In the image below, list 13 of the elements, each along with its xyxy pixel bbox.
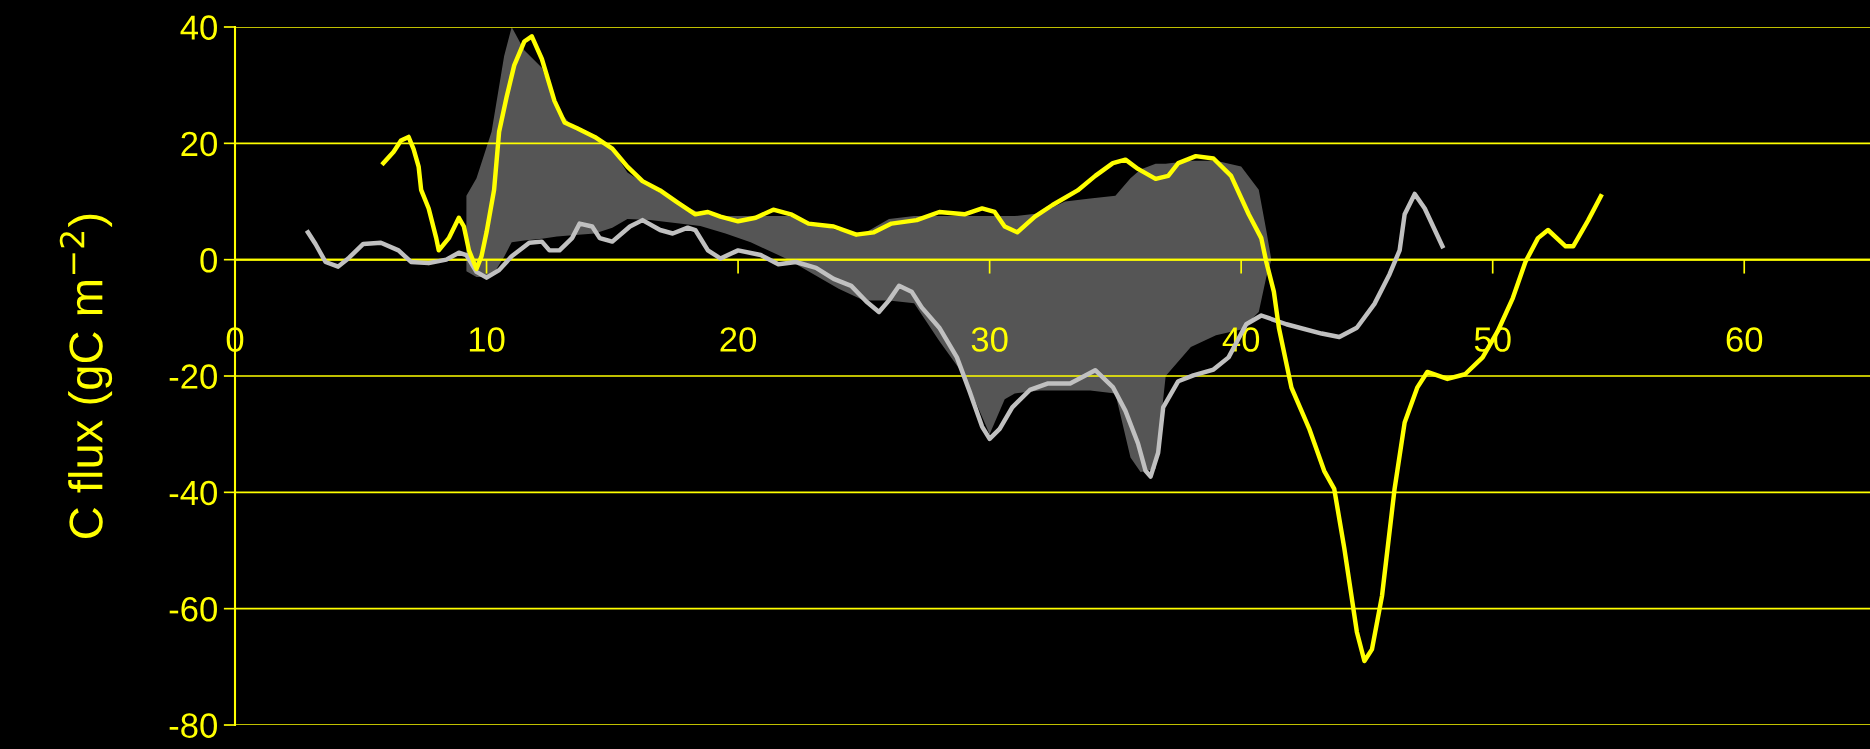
y-tick-label: -60 <box>169 597 217 622</box>
y-tick-label: -80 <box>169 713 217 738</box>
x-tick-label: 20 <box>720 327 757 352</box>
y-tick-label: 0 <box>200 248 217 273</box>
x-tick-label: 60 <box>1726 327 1763 352</box>
y-tick-label: -40 <box>169 480 217 506</box>
line-series <box>305 191 1445 479</box>
y-tick-label: 20 <box>181 131 217 157</box>
x-tick-label: 30 <box>971 327 1008 352</box>
y-tick-label: 40 <box>180 15 217 40</box>
y-axis-title: C flux (gC m$^{−2}$) <box>59 214 113 538</box>
y-tick-label: -20 <box>169 364 217 389</box>
x-tick-label: 10 <box>469 327 505 352</box>
